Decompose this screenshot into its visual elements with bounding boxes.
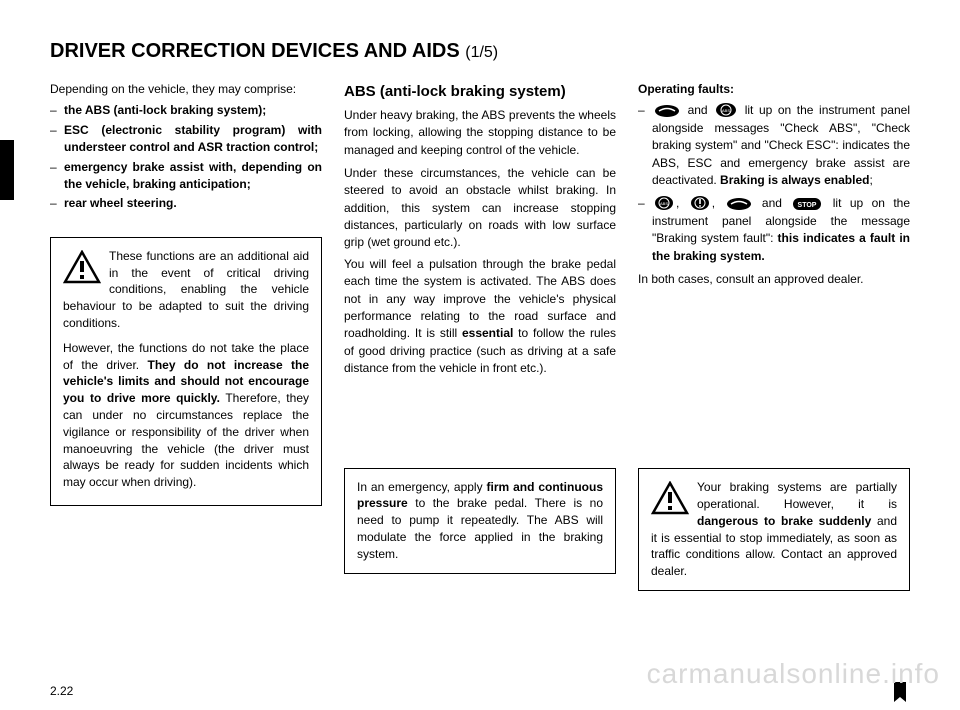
title-fraction: (1/5) [465,44,498,61]
svg-text:ABS: ABS [722,108,730,113]
emergency-box: In an emergency, apply firm and continuo… [344,468,616,574]
brake-exclamation-icon [690,195,710,211]
manual-page: DRIVER CORRECTION DEVICES AND AIDS (1/5)… [0,0,960,710]
list-item: –emergency brake assist with, depending … [50,159,322,194]
bullet-text: ESC (electronic stability program) with … [64,123,322,154]
list-item: – and ABS lit up on the instrument panel… [638,102,910,189]
fault-item-2: ABS, , and STOP lit up on the instrument… [652,195,910,265]
box3-b: dangerous to brake suddenly [697,514,871,528]
title-main: DRIVER CORRECTION DEVICES AND AIDS [50,40,465,62]
box1-p2: However, the functions do not take the p… [63,340,309,491]
stop-oval-icon: STOP [792,197,822,211]
abs-circle-icon: ABS [654,195,674,211]
abs-heading: ABS (anti-lock braking system) [344,81,616,103]
list-item: – ABS, , and STOP lit up on the instrume… [638,195,910,265]
bullet-text: emergency brake assist with, depending o… [64,160,322,191]
svg-text:ABS: ABS [660,201,668,206]
faults-after: In both cases, consult an approved deale… [638,271,910,288]
page-number: 2.22 [50,684,73,698]
warning-triangle-icon [63,250,101,284]
bullet-text: rear wheel steering. [64,196,177,210]
list-item: –the ABS (anti-lock braking system); [50,102,322,119]
col1-intro: Depending on the vehicle, they may compr… [50,81,322,98]
faults-heading: Operating faults: [638,82,734,96]
page-title: DRIVER CORRECTION DEVICES AND AIDS (1/5) [50,40,910,63]
box3-a: Your braking systems are partially opera… [697,480,897,511]
warning-triangle-icon [651,481,689,515]
column-2: ABS (anti-lock braking system) Under hea… [344,81,616,591]
warning-box-functions: These functions are an additional aid in… [50,237,322,506]
column-3: Operating faults: – and ABS lit up on th… [638,81,910,591]
warning-box-braking: Your braking systems are partially opera… [638,468,910,591]
abs-p1: Under heavy braking, the ABS prevents th… [344,107,616,159]
column-1: Depending on the vehicle, they may compr… [50,81,322,591]
list-item: –rear wheel steering. [50,195,322,212]
box1-p2c: Therefore, they can under no circumstanc… [63,391,309,489]
fault-item-1: and ABS lit up on the instrument panel a… [652,102,910,189]
abs-circle-icon: ABS [715,102,737,118]
emerg-a: In an emergency, apply [357,480,487,494]
bookmark-icon [892,682,908,702]
side-tab [0,140,14,200]
list-item: –ESC (electronic stability program) with… [50,122,322,157]
columns: Depending on the vehicle, they may compr… [50,81,910,591]
abs-p3: You will feel a pulsation through the br… [344,256,616,378]
oval-indicator-icon [726,197,752,211]
bullet-text: the ABS (anti-lock braking system); [64,103,266,117]
svg-text:STOP: STOP [798,202,817,209]
abs-p3b: essential [462,326,513,340]
col1-bullets: –the ABS (anti-lock braking system); –ES… [50,102,322,212]
oval-indicator-icon [654,104,680,118]
abs-p2: Under these circumstances, the vehicle c… [344,165,616,252]
